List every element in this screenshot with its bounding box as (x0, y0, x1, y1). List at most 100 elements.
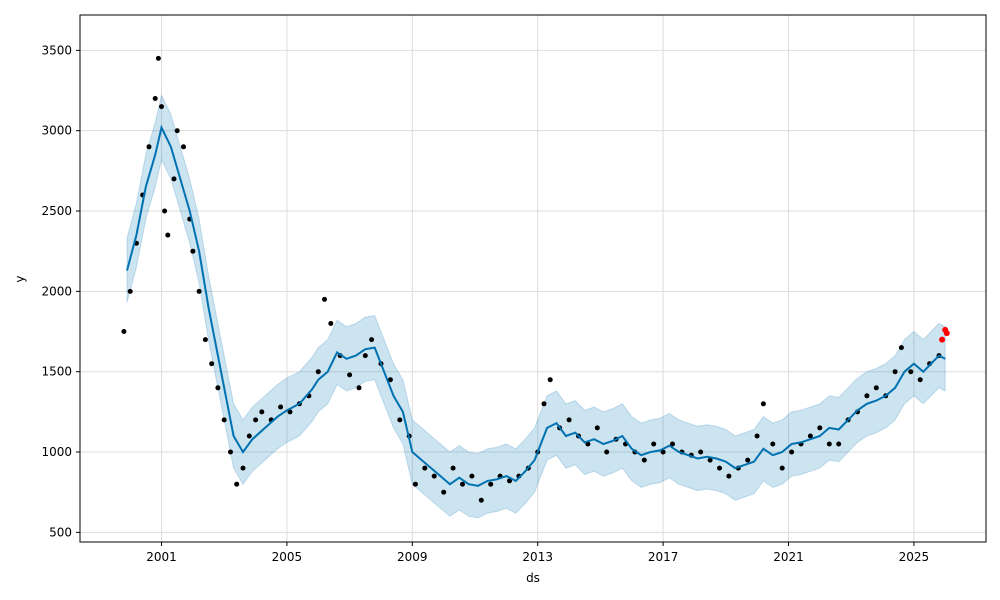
forecast-path (126, 124, 946, 487)
observed-point (779, 465, 785, 471)
observed-point (507, 478, 512, 484)
y-tick-label: 1000 (41, 445, 72, 459)
observed-point (397, 417, 403, 423)
observed-point (547, 377, 553, 383)
x-tick-label: 2005 (272, 550, 303, 564)
observed-point (478, 497, 484, 503)
x-axis-label: ds (526, 571, 540, 585)
observed-point (469, 473, 475, 479)
observed-point (745, 457, 751, 463)
y-tick-label: 2000 (41, 284, 72, 298)
observed-point (190, 248, 196, 254)
x-axis-ticks: 2001 2005 2009 2013 2017 2021 2025 (146, 542, 929, 564)
observed-point (707, 457, 713, 463)
observed-point (322, 296, 327, 302)
observed-point (770, 441, 776, 447)
observed-point (908, 369, 914, 375)
observed-point (460, 481, 465, 487)
observed-point (369, 337, 375, 343)
observed-point (155, 55, 161, 61)
observed-point (450, 465, 456, 471)
observed-point (234, 481, 240, 487)
observed-point (159, 104, 164, 110)
observed-point (165, 232, 171, 238)
y-tick-label: 500 (49, 525, 72, 539)
observed-point (641, 457, 647, 463)
observed-point (807, 433, 813, 439)
observed-point (698, 449, 704, 455)
plot-frame (79, 14, 987, 543)
observed-point (917, 377, 923, 383)
x-tick-label: 2017 (648, 550, 679, 564)
y-tick-label: 3500 (41, 43, 72, 57)
observed-point (594, 425, 600, 431)
recent-point (943, 330, 950, 337)
observed-point (760, 401, 766, 407)
observed-point (171, 176, 177, 182)
observed-point (253, 417, 259, 423)
y-tick-label: 3000 (41, 124, 72, 138)
observed-point (127, 288, 133, 294)
observed-point (146, 144, 152, 150)
observed-point (826, 441, 832, 447)
observed-point (259, 409, 265, 415)
observed-point (651, 441, 657, 447)
uncertainty-band (126, 93, 946, 519)
observed-point (754, 433, 760, 439)
observed-point (789, 449, 795, 455)
recent-point (939, 336, 946, 343)
recent-points (939, 326, 950, 343)
observed-point (209, 361, 215, 367)
observed-point (246, 433, 252, 439)
observed-point (228, 449, 233, 455)
observed-point (566, 417, 572, 423)
observed-point (431, 473, 437, 479)
x-tick-label: 2013 (522, 550, 553, 564)
observed-point (836, 441, 842, 447)
observed-point (162, 208, 168, 214)
observed-point (315, 369, 321, 375)
observed-point (240, 465, 246, 471)
observed-point (488, 481, 494, 487)
observed-point (221, 417, 227, 423)
observed-point (347, 372, 353, 378)
observed-point (604, 449, 610, 455)
observed-point (717, 465, 722, 471)
observed-point (202, 337, 208, 343)
observed-point (412, 481, 418, 487)
observed-point (817, 425, 823, 431)
observed-point (196, 288, 202, 294)
observed-point (362, 353, 368, 359)
observed-point (328, 321, 334, 326)
observed-point (181, 144, 186, 150)
y-tick-label: 1500 (41, 365, 72, 379)
observed-point (873, 385, 879, 391)
observed-point (441, 489, 447, 495)
x-tick-label: 2009 (397, 550, 428, 564)
y-axis-label: y (13, 275, 27, 282)
observed-point (152, 96, 158, 101)
observed-point (174, 128, 180, 134)
uncertainty-band-area (126, 93, 946, 519)
x-tick-label: 2025 (899, 550, 930, 564)
observed-point (356, 385, 362, 391)
observed-point (660, 449, 666, 455)
observed-point (278, 404, 284, 410)
x-tick-label: 2021 (773, 550, 804, 564)
x-tick-label: 2001 (146, 550, 177, 564)
y-tick-label: 2500 (41, 204, 72, 218)
observed-point (898, 345, 904, 351)
observed-point (670, 441, 675, 447)
observed-point (892, 369, 898, 375)
y-axis-ticks: 500 1000 1500 2000 2500 3000 3500 (41, 43, 80, 539)
observed-point (387, 377, 393, 383)
observed-point (422, 465, 428, 471)
observed-point (215, 385, 221, 391)
observed-point (121, 329, 127, 334)
observed-point (541, 401, 547, 407)
observed-point (726, 473, 732, 479)
observed-point (864, 393, 870, 399)
forecast-line (126, 124, 946, 487)
